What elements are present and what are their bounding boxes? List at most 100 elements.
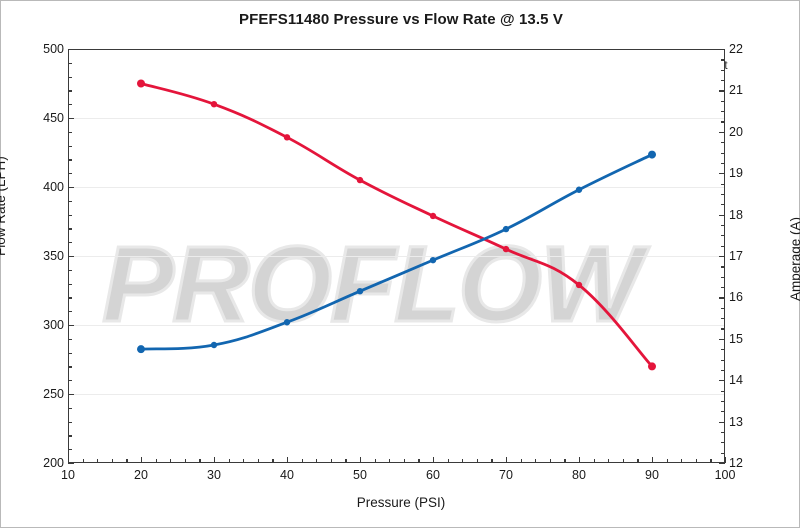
x-axis-tick-label: 80 — [572, 468, 586, 482]
data-point-flow[interactable] — [648, 362, 656, 371]
series-line-current — [139, 153, 654, 351]
y-axis-right-tick — [719, 214, 725, 216]
x-axis-minor-tick — [330, 459, 332, 463]
data-point-current[interactable] — [210, 341, 218, 349]
x-axis-minor-tick — [681, 459, 683, 463]
y-axis-left-tick-label: 250 — [43, 387, 64, 401]
y-axis-left-tick — [68, 394, 74, 396]
chart-title: PFEFS11480 Pressure vs Flow Rate @ 13.5 … — [239, 11, 563, 28]
y-axis-left-minor-tick — [68, 200, 72, 202]
y-axis-left-minor-tick — [68, 366, 72, 368]
data-point-flow[interactable] — [210, 101, 218, 108]
data-point-flow[interactable] — [575, 281, 583, 289]
data-point-current[interactable] — [283, 319, 291, 326]
y-axis-left-minor-tick — [68, 449, 72, 451]
y-axis-left-tick-label: 300 — [43, 318, 64, 332]
data-point-current[interactable] — [356, 287, 364, 295]
x-axis-minor-tick — [170, 459, 172, 463]
x-axis-minor-tick — [593, 459, 595, 463]
y-axis-right-minor-tick — [721, 431, 725, 434]
x-axis-minor-tick — [97, 459, 99, 463]
y-axis-right-minor-tick — [721, 276, 725, 278]
x-axis-minor-tick — [374, 459, 376, 463]
y-axis-right-minor-tick — [721, 59, 725, 61]
data-point-current[interactable] — [429, 256, 437, 264]
y-axis-right-minor-tick — [721, 400, 725, 403]
y-axis-right-tick-label: 15 — [729, 331, 743, 346]
y-axis-right-minor-tick — [721, 266, 725, 268]
y-axis-right-title: Amperage (A) — [788, 216, 800, 301]
y-axis-left-title: Flow Rate (LPH) — [0, 156, 8, 256]
x-axis-minor-tick — [710, 459, 712, 463]
data-point-current[interactable] — [575, 186, 583, 193]
y-axis-right-minor-tick — [721, 235, 725, 237]
y-axis-right-minor-tick — [721, 349, 725, 351]
y-axis-right-tick — [719, 463, 725, 465]
y-axis-left-minor-tick — [68, 228, 72, 230]
x-axis-tick-label: 100 — [714, 468, 736, 482]
y-axis-left-minor-tick — [68, 131, 72, 133]
x-axis-minor-tick — [447, 459, 449, 463]
y-axis-left-tick — [68, 463, 74, 465]
y-axis-left-minor-tick — [68, 145, 72, 147]
y-axis-right-minor-tick — [721, 411, 725, 413]
y-axis-left-minor-tick — [68, 76, 72, 78]
data-point-current[interactable] — [137, 345, 145, 354]
y-axis-right-minor-tick — [721, 183, 725, 185]
y-axis-left-minor-tick — [68, 269, 72, 271]
y-axis-left-tick-label: 450 — [43, 111, 64, 125]
x-axis-minor-tick — [695, 459, 697, 463]
x-axis-tick-label: 20 — [134, 468, 148, 482]
x-axis-minor-tick — [564, 459, 566, 463]
x-axis-tick-label: 70 — [499, 468, 513, 482]
y-axis-right-minor-tick — [721, 369, 725, 372]
x-axis-tick — [579, 457, 581, 463]
y-axis-left-minor-tick — [68, 297, 72, 299]
y-axis-right-minor-tick — [721, 452, 725, 454]
plot-area: PROFLOW 200 250 300 350 400 450 500 12 13 14 15 16… — [43, 42, 743, 482]
y-axis-right-minor-tick — [721, 100, 725, 102]
x-axis-title: Pressure (PSI) — [356, 495, 446, 510]
x-axis-tick — [360, 457, 362, 463]
x-axis-minor-tick — [476, 459, 478, 463]
y-axis-left-line — [68, 49, 70, 463]
x-axis-tick-label: 90 — [645, 468, 659, 482]
y-axis-right-minor-tick — [721, 287, 725, 289]
x-axis-tick — [433, 457, 435, 463]
y-axis-right-tick-label: 20 — [729, 124, 743, 139]
data-point-flow[interactable] — [283, 134, 291, 141]
y-axis-right-tick-label: 22 — [729, 42, 743, 56]
y-axis-left-tick-label: 350 — [43, 249, 64, 263]
data-point-flow[interactable] — [356, 176, 364, 184]
gridline — [68, 118, 725, 119]
x-axis-minor-tick — [403, 459, 405, 463]
y-axis-left-minor-tick — [68, 352, 72, 354]
y-axis-left-minor-tick — [68, 104, 72, 106]
x-axis-tick — [141, 457, 143, 463]
x-axis-tick — [214, 457, 216, 463]
x-axis-tick-label: 10 — [61, 468, 75, 482]
x-axis-tick-label: 40 — [280, 468, 294, 482]
y-axis-right-minor-tick — [721, 307, 725, 309]
y-axis-left-tick — [68, 118, 74, 120]
gridline — [68, 394, 725, 395]
y-axis-right-tick-label: 21 — [729, 83, 743, 98]
data-point-flow[interactable] — [429, 212, 437, 220]
y-axis-left-tick — [68, 325, 74, 327]
data-point-current[interactable] — [648, 150, 656, 159]
y-axis-right-tick — [719, 380, 725, 382]
x-axis-minor-tick — [111, 459, 113, 463]
y-axis-right-line — [723, 49, 725, 463]
y-axis-left-minor-tick — [68, 283, 72, 285]
data-point-current[interactable] — [502, 225, 510, 233]
y-axis-right-tick-label: 19 — [729, 166, 743, 181]
data-point-flow[interactable] — [502, 245, 510, 253]
x-axis-minor-tick — [389, 459, 391, 463]
y-axis-left-minor-tick — [68, 214, 72, 216]
y-axis-left-minor-tick — [68, 311, 72, 313]
x-axis-minor-tick — [608, 459, 610, 463]
data-point-flow[interactable] — [137, 79, 145, 88]
x-axis-minor-tick — [637, 459, 639, 463]
y-axis-right-minor-tick — [721, 193, 725, 196]
y-axis-right-minor-tick — [721, 69, 725, 71]
